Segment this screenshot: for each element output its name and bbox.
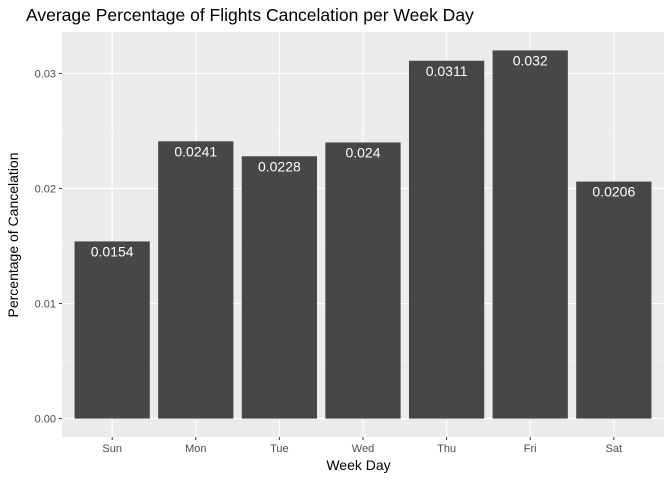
y-tick-label: 0.01 xyxy=(35,299,56,311)
y-axis-title: Percentage of Cancelation xyxy=(5,153,21,318)
y-tick-label: 0.02 xyxy=(35,183,56,195)
y-tick-label: 0.03 xyxy=(35,68,56,80)
bar-mon xyxy=(158,141,234,419)
bar-sat xyxy=(576,181,652,419)
x-tick-label-mon: Mon xyxy=(185,443,206,455)
data-label-sun: 0.0154 xyxy=(91,243,134,259)
x-axis-title: Week Day xyxy=(326,457,390,473)
x-tick-label-tue: Tue xyxy=(270,443,289,455)
data-label-mon: 0.0241 xyxy=(174,143,217,159)
bar-tue xyxy=(241,156,318,419)
data-label-thu: 0.0311 xyxy=(426,63,468,79)
x-axis: Sun Mon Tue Wed Thu Fri Sat xyxy=(102,437,622,455)
x-tick-label-wed: Wed xyxy=(352,443,374,455)
y-axis: 0.00 0.01 0.02 0.03 xyxy=(35,68,62,426)
data-label-tue: 0.0228 xyxy=(258,158,301,174)
bar-wed xyxy=(325,142,401,419)
y-tick-label: 0.00 xyxy=(35,414,56,426)
x-tick-label-fri: Fri xyxy=(524,443,537,455)
bar-thu xyxy=(408,60,485,419)
data-label-fri: 0.032 xyxy=(513,52,548,68)
bar-sun xyxy=(74,241,150,419)
data-label-sat: 0.0206 xyxy=(592,184,635,200)
x-tick-label-thu: Thu xyxy=(437,443,456,455)
chart-title: Average Percentage of Flights Cancelatio… xyxy=(26,5,474,25)
bar-fri xyxy=(492,50,568,419)
bars-group: 0.0154 0.0241 0.0228 0.024 0.0311 0.032 0.0206 xyxy=(74,50,652,419)
x-tick-label-sat: Sat xyxy=(606,443,623,455)
data-label-wed: 0.024 xyxy=(345,144,380,160)
x-tick-label-sun: Sun xyxy=(102,443,122,455)
